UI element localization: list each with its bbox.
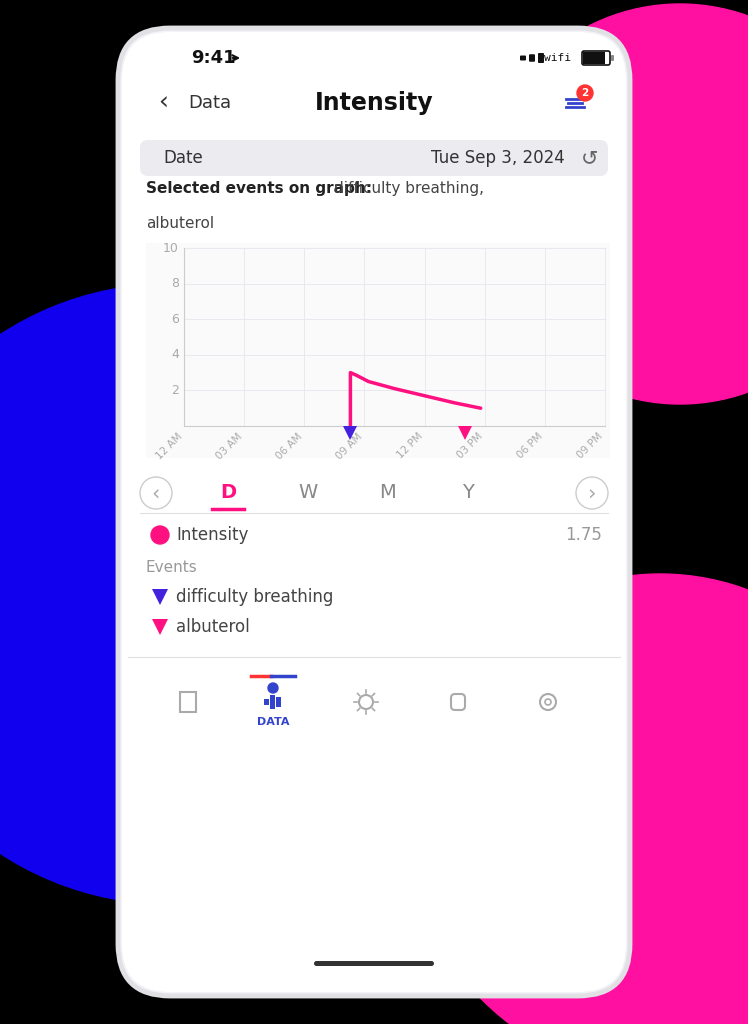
Text: 06 AM: 06 AM (275, 431, 304, 461)
Text: ›: › (588, 483, 596, 503)
Text: 8: 8 (171, 278, 179, 290)
FancyBboxPatch shape (146, 243, 610, 458)
FancyBboxPatch shape (314, 961, 434, 966)
Text: M: M (380, 483, 396, 503)
Text: difficulty breathing: difficulty breathing (176, 588, 334, 606)
Text: 1.75: 1.75 (565, 526, 602, 544)
FancyBboxPatch shape (276, 697, 281, 707)
Text: W: W (298, 483, 318, 503)
Circle shape (140, 477, 172, 509)
Text: wifi: wifi (545, 53, 571, 63)
Text: 9:41: 9:41 (191, 49, 236, 67)
FancyBboxPatch shape (122, 32, 626, 992)
Text: 4: 4 (171, 348, 179, 361)
Text: 2: 2 (171, 384, 179, 397)
Text: ‹: ‹ (152, 483, 160, 503)
Text: albuterol: albuterol (176, 618, 250, 636)
Text: 10: 10 (163, 242, 179, 255)
Text: 03 PM: 03 PM (456, 431, 485, 461)
Text: 06 PM: 06 PM (515, 431, 545, 461)
Text: ‹: ‹ (158, 91, 168, 115)
Text: Intensity: Intensity (176, 526, 248, 544)
Text: albuterol: albuterol (146, 216, 214, 231)
Text: 12 AM: 12 AM (154, 431, 184, 461)
Text: Intensity: Intensity (315, 91, 433, 115)
FancyBboxPatch shape (611, 55, 614, 61)
FancyBboxPatch shape (118, 28, 630, 996)
Circle shape (480, 4, 748, 404)
Text: D: D (220, 483, 236, 503)
Text: ↺: ↺ (581, 148, 598, 168)
Circle shape (0, 284, 480, 904)
Text: Date: Date (163, 150, 203, 167)
FancyBboxPatch shape (270, 695, 275, 709)
FancyBboxPatch shape (538, 53, 544, 63)
Text: Selected events on graph:: Selected events on graph: (146, 181, 372, 196)
Text: difficulty breathing,: difficulty breathing, (334, 181, 484, 196)
FancyBboxPatch shape (520, 55, 526, 60)
Circle shape (410, 574, 748, 1024)
FancyBboxPatch shape (529, 54, 535, 61)
Text: 12 PM: 12 PM (395, 431, 425, 461)
FancyBboxPatch shape (583, 52, 605, 63)
FancyBboxPatch shape (264, 699, 269, 705)
Text: Tue Sep 3, 2024: Tue Sep 3, 2024 (432, 150, 565, 167)
Text: DATA: DATA (257, 717, 289, 727)
Text: 2: 2 (581, 88, 589, 98)
Circle shape (576, 477, 608, 509)
Text: Data: Data (188, 94, 231, 112)
Text: Y: Y (462, 483, 474, 503)
Text: 6: 6 (171, 312, 179, 326)
Circle shape (577, 85, 593, 101)
Text: 09 PM: 09 PM (576, 431, 605, 461)
Text: 03 AM: 03 AM (214, 431, 244, 461)
FancyBboxPatch shape (140, 140, 608, 176)
Text: Events: Events (146, 559, 197, 574)
Text: 09 AM: 09 AM (334, 431, 364, 461)
Circle shape (151, 526, 169, 544)
Circle shape (268, 683, 278, 693)
